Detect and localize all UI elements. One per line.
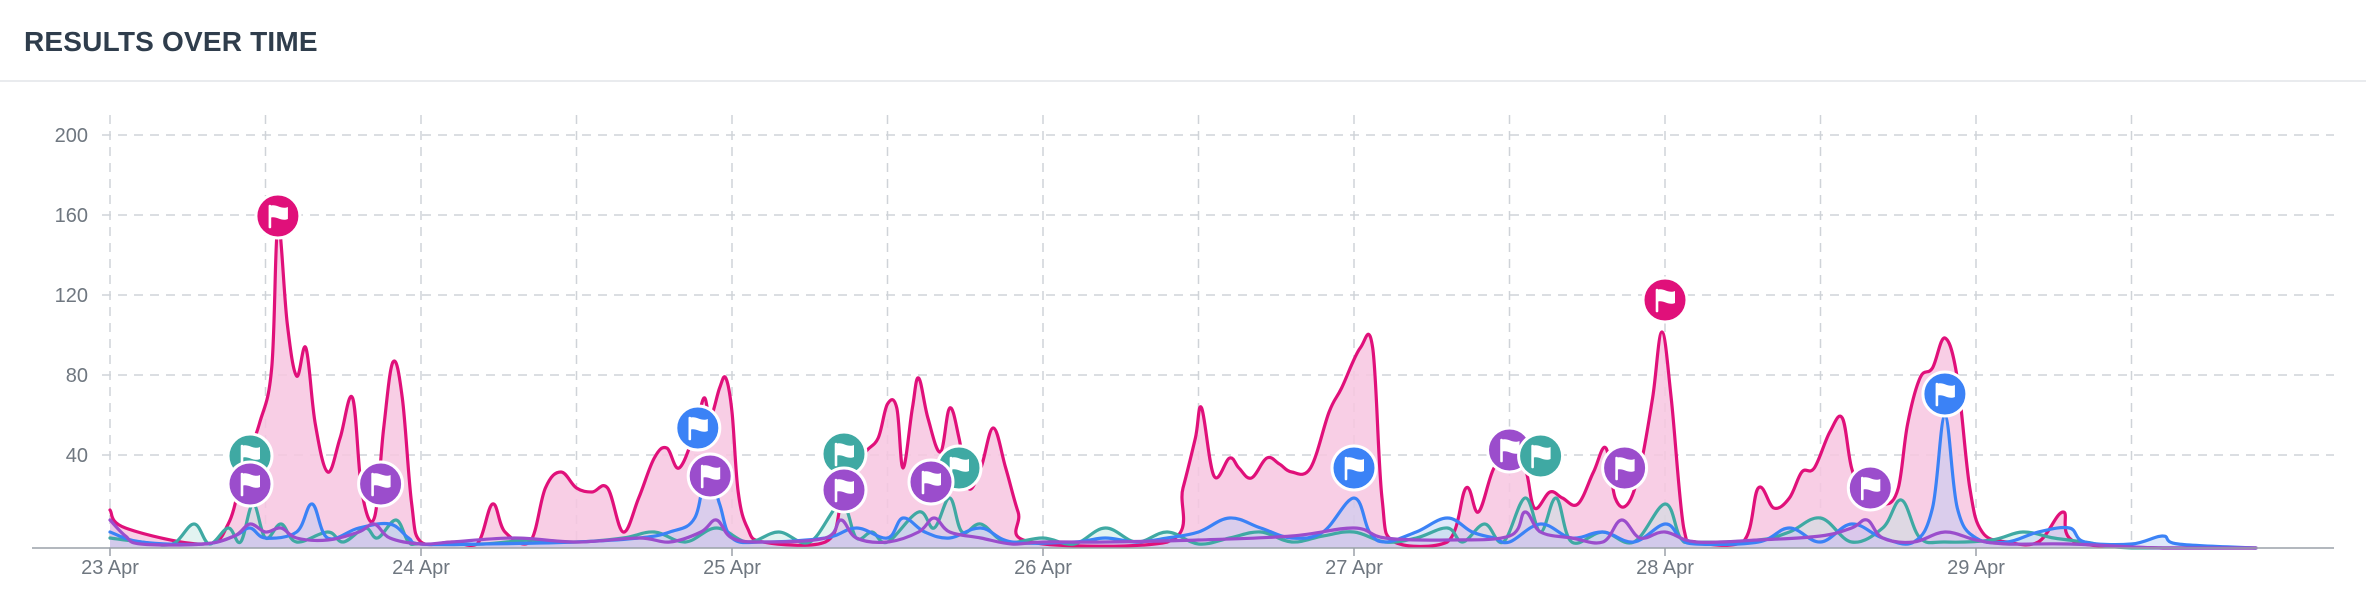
flag-marker [254,192,302,240]
flag-cloth [923,471,941,486]
flag-marker [226,460,274,508]
y-tick-label: 160 [55,205,88,227]
flag-icon [1344,456,1364,481]
flag-marker [820,430,868,478]
flag-cloth [702,465,721,480]
flag-cloth [836,479,854,494]
series-lines [108,222,2258,550]
flag-marker [1601,444,1649,492]
flag-cloth [242,445,260,460]
flag-icon [268,204,288,229]
x-tick-label: 24 Apr [392,557,450,579]
flag-cloth [1501,439,1520,454]
flag-cloth [242,473,260,488]
flag-cloth [1532,445,1551,460]
flag-marker [1921,370,1969,418]
y-tick-label: 120 [55,285,88,307]
page-title: RESULTS OVER TIME [24,26,318,57]
flag-marker [1846,464,1894,512]
flag-icon [834,478,854,503]
series-area-1 [110,497,2256,548]
flag-icon [1861,476,1881,501]
x-tick-label: 29 Apr [1947,557,2005,579]
flag-icon [1500,438,1520,463]
x-tick-label: 25 Apr [703,557,761,579]
axis-layer: 40 80 120 160 200 23 Apr 24 Apr 25 Apr 26 Apr 27 … [32,125,2334,579]
series-line-0 [108,222,2258,550]
marker-layer [226,192,1969,514]
flag-cloth [269,205,288,220]
flag-marker [907,458,955,506]
flag-marker [1330,444,1378,492]
flag-icon [1531,444,1551,469]
flag-icon [700,464,721,489]
x-tick-label: 27 Apr [1325,557,1383,579]
y-tick-label: 80 [66,365,88,387]
flag-icon [834,442,854,467]
series-area-0 [110,223,2256,548]
series-line-3 [108,510,2258,550]
card-header: RESULTS OVER TIME [0,0,2366,82]
flag-icon [240,472,260,497]
flag-marker [1641,276,1689,324]
flag-cloth [951,457,969,472]
flag-marker [1517,432,1565,480]
flag-cloth [1346,457,1364,472]
flag-icon [1655,288,1675,313]
flag-icon [1935,382,1955,407]
x-tick-label: 26 Apr [1014,557,1072,579]
flag-marker [674,404,722,452]
flag-cloth [1936,383,1955,398]
x-tick-label: 28 Apr [1636,557,1694,579]
flag-icon [371,472,391,497]
flag-marker [686,452,734,500]
flag-cloth [689,417,708,432]
flag-icon [921,470,941,495]
y-tick-label: 200 [55,125,88,147]
x-tick-label: 23 Apr [81,557,139,579]
flag-cloth [1657,289,1675,304]
y-tick-label: 40 [66,445,88,467]
flag-icon [688,416,708,441]
flag-cloth [372,473,391,488]
flag-cloth [836,443,854,458]
flag-cloth [1616,457,1635,472]
flag-cloth [1862,477,1881,492]
flag-marker [357,460,405,508]
flag-marker [820,466,868,514]
flag-icon [1615,456,1635,481]
